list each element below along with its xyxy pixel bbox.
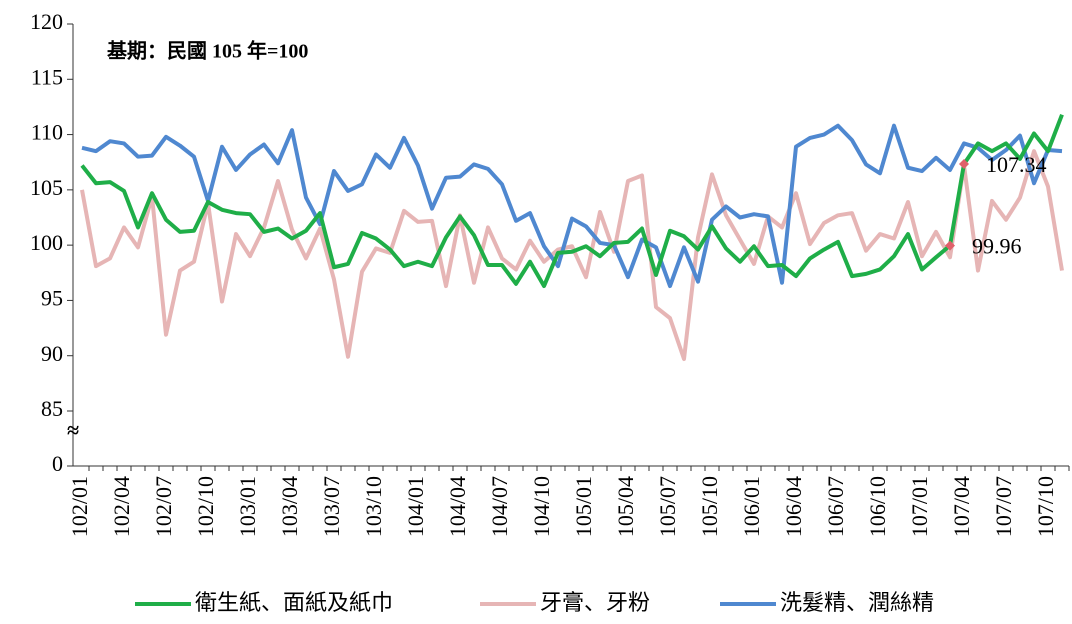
label-marker — [945, 240, 955, 251]
y-tick-label: 110 — [31, 120, 63, 145]
x-tick-label: 104/04 — [445, 476, 470, 537]
x-tick-label: 106/07 — [823, 476, 848, 537]
x-tick-label: 104/07 — [487, 476, 512, 537]
y-tick-label: 0 — [52, 451, 63, 476]
line-series — [80, 149, 1064, 362]
x-tick-label: 107/04 — [949, 476, 974, 537]
x-tick-label: 106/10 — [865, 476, 890, 537]
x-tick-label: 105/01 — [571, 476, 596, 537]
x-tick-label: 107/01 — [907, 476, 932, 537]
y-tick-label: 85 — [41, 396, 63, 421]
x-tick-label: 104/10 — [529, 476, 554, 537]
x-tick-label: 103/10 — [361, 476, 386, 537]
line-series — [81, 123, 1063, 289]
x-tick-label: 106/01 — [739, 476, 764, 537]
axis-break: ≈ — [67, 418, 79, 443]
y-tick-label: 100 — [30, 230, 63, 255]
y-tick-label: 115 — [31, 64, 63, 89]
x-tick-label: 104/01 — [403, 476, 428, 537]
x-tick-label: 105/10 — [697, 476, 722, 537]
x-tick-label: 107/07 — [991, 476, 1016, 537]
chart-title: 基期：民國 105 年=100 — [107, 39, 308, 63]
x-tick-label: 105/07 — [655, 476, 680, 537]
x-tick-label: 103/01 — [235, 476, 260, 537]
y-tick-label: 90 — [41, 341, 63, 366]
y-tick-label: 105 — [30, 175, 63, 200]
x-tick-label: 107/10 — [1033, 476, 1058, 537]
x-tick-label: 102/07 — [151, 476, 176, 537]
x-tick-label: 102/04 — [109, 476, 134, 537]
legend-label: 洗髮精、潤絲精 — [780, 590, 934, 615]
y-tick-label: 95 — [41, 285, 63, 310]
x-tick-label: 103/07 — [319, 476, 344, 537]
x-tick-label: 106/04 — [781, 476, 806, 537]
data-label: 107.34 — [986, 152, 1047, 177]
line-series — [80, 113, 1064, 289]
x-tick-label: 102/01 — [67, 476, 92, 537]
label-marker — [959, 158, 969, 169]
x-tick-label: 105/04 — [613, 476, 638, 537]
y-tick-label: 120 — [30, 9, 63, 34]
legend-label: 牙膏、牙粉 — [540, 590, 650, 615]
data-label: 99.96 — [972, 234, 1022, 259]
legend-label: 衛生紙、面紙及紙巾 — [195, 590, 393, 615]
x-tick-label: 102/10 — [193, 476, 218, 537]
x-tick-label: 103/04 — [277, 476, 302, 537]
